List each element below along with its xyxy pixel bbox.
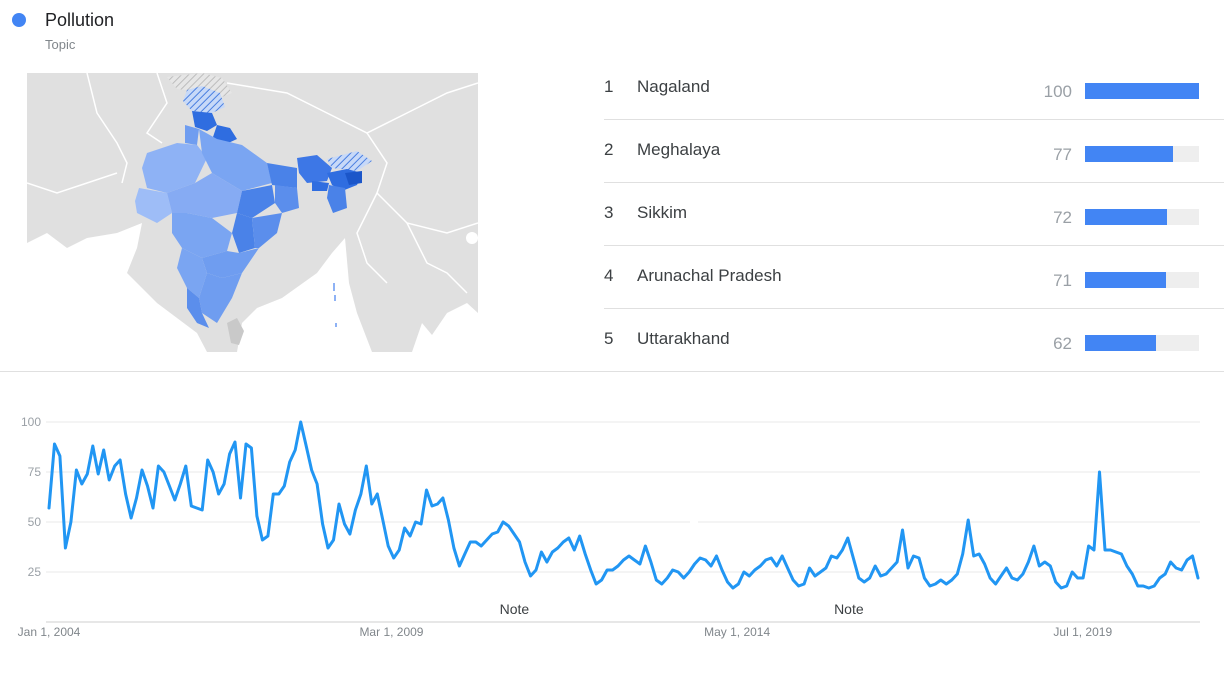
value-bar bbox=[1085, 335, 1156, 351]
sikkim-assam bbox=[297, 155, 332, 183]
x-tick-label: May 1, 2014 bbox=[704, 625, 770, 639]
value-bar-track bbox=[1085, 83, 1199, 99]
value-bar-track bbox=[1085, 335, 1199, 351]
region-ranking-list: 1 Nagaland 100 2 Meghalaya 77 3 Sikkim 7… bbox=[604, 56, 1224, 371]
x-tick-label: Jul 1, 2019 bbox=[1053, 625, 1112, 639]
odisha bbox=[252, 213, 282, 248]
kerala bbox=[187, 288, 209, 328]
telangana-andhra bbox=[202, 248, 259, 278]
y-tick-label: 25 bbox=[28, 565, 42, 579]
maharashtra bbox=[172, 213, 232, 258]
region-value: 77 bbox=[1053, 145, 1072, 164]
value-bar-track bbox=[1085, 146, 1199, 162]
region-name: Sikkim bbox=[637, 203, 688, 222]
interest-over-time-chart[interactable]: 25 50 75 100 Jan 1, 2004 Mar 1, 2009 May 1, 20… bbox=[0, 395, 1224, 655]
x-tick-label: Mar 1, 2009 bbox=[359, 625, 423, 639]
rank-number: 5 bbox=[604, 329, 614, 348]
country-borders bbox=[27, 73, 478, 294]
india-map-graphic bbox=[27, 73, 478, 352]
gujarat bbox=[135, 188, 172, 223]
region-name: Arunachal Pradesh bbox=[637, 266, 782, 285]
line-chart-svg: 25 50 75 100 Jan 1, 2004 Mar 1, 2009 May 1, 20… bbox=[18, 415, 1200, 639]
note-annotation: Note bbox=[500, 601, 530, 617]
karnataka bbox=[177, 248, 207, 298]
value-bar bbox=[1085, 146, 1173, 162]
jharkhand bbox=[237, 185, 275, 218]
region-value: 62 bbox=[1053, 334, 1072, 353]
bihar bbox=[267, 163, 297, 188]
value-bar-track bbox=[1085, 209, 1199, 225]
region-name: Uttarakhand bbox=[637, 329, 730, 348]
ranking-row[interactable]: 2 Meghalaya 77 bbox=[604, 119, 1224, 183]
rank-number: 3 bbox=[604, 203, 614, 222]
ranking-row[interactable]: 5 Uttarakhand 62 bbox=[604, 308, 1224, 371]
rank-number: 2 bbox=[604, 140, 614, 159]
andaman-islands bbox=[333, 283, 337, 327]
west-bengal bbox=[275, 185, 299, 213]
topic-type: Topic bbox=[45, 37, 76, 52]
ranking-row[interactable]: 3 Sikkim 72 bbox=[604, 182, 1224, 246]
rank-number: 4 bbox=[604, 266, 614, 285]
region-map[interactable] bbox=[27, 73, 478, 352]
ranking-row[interactable]: 4 Arunachal Pradesh 71 bbox=[604, 245, 1224, 309]
value-bar bbox=[1085, 83, 1199, 99]
bay-of-bengal bbox=[237, 238, 372, 352]
section-divider bbox=[0, 371, 1224, 372]
y-tick-label: 100 bbox=[21, 415, 41, 429]
y-tick-label: 50 bbox=[28, 515, 42, 529]
x-tick-label: Jan 1, 2004 bbox=[18, 625, 81, 639]
topic-header: Pollution Topic bbox=[0, 0, 600, 60]
value-bar bbox=[1085, 209, 1168, 225]
meghalaya bbox=[312, 181, 329, 191]
tamil-nadu bbox=[199, 273, 242, 323]
chhattisgarh bbox=[232, 213, 255, 253]
arabian-sea bbox=[27, 223, 207, 352]
topic-title: Pollution bbox=[45, 10, 115, 30]
rank-number: 1 bbox=[604, 77, 614, 96]
ranking-row[interactable]: 1 Nagaland 100 bbox=[604, 56, 1224, 120]
himachal-pradesh bbox=[192, 111, 217, 131]
value-bar-track bbox=[1085, 272, 1199, 288]
rajasthan bbox=[142, 143, 207, 193]
region-value: 100 bbox=[1043, 82, 1072, 101]
note-annotation: Note bbox=[834, 601, 864, 617]
series-line bbox=[47, 420, 1200, 590]
jammu-kashmir-hatched bbox=[183, 86, 225, 113]
topic-color-dot bbox=[12, 13, 26, 27]
madhya-pradesh bbox=[167, 173, 242, 218]
region-value: 71 bbox=[1053, 271, 1072, 290]
tripura-mizoram bbox=[327, 185, 347, 213]
region-value: 72 bbox=[1053, 208, 1072, 227]
uttar-pradesh bbox=[199, 129, 272, 191]
y-tick-label: 75 bbox=[28, 465, 42, 479]
region-name: Nagaland bbox=[637, 77, 710, 96]
sri-lanka bbox=[227, 318, 244, 345]
arunachal-hatched bbox=[327, 151, 372, 171]
nagaland bbox=[345, 171, 362, 185]
south-china-sea bbox=[412, 303, 478, 352]
value-bar bbox=[1085, 272, 1166, 288]
region-name: Meghalaya bbox=[637, 140, 721, 159]
